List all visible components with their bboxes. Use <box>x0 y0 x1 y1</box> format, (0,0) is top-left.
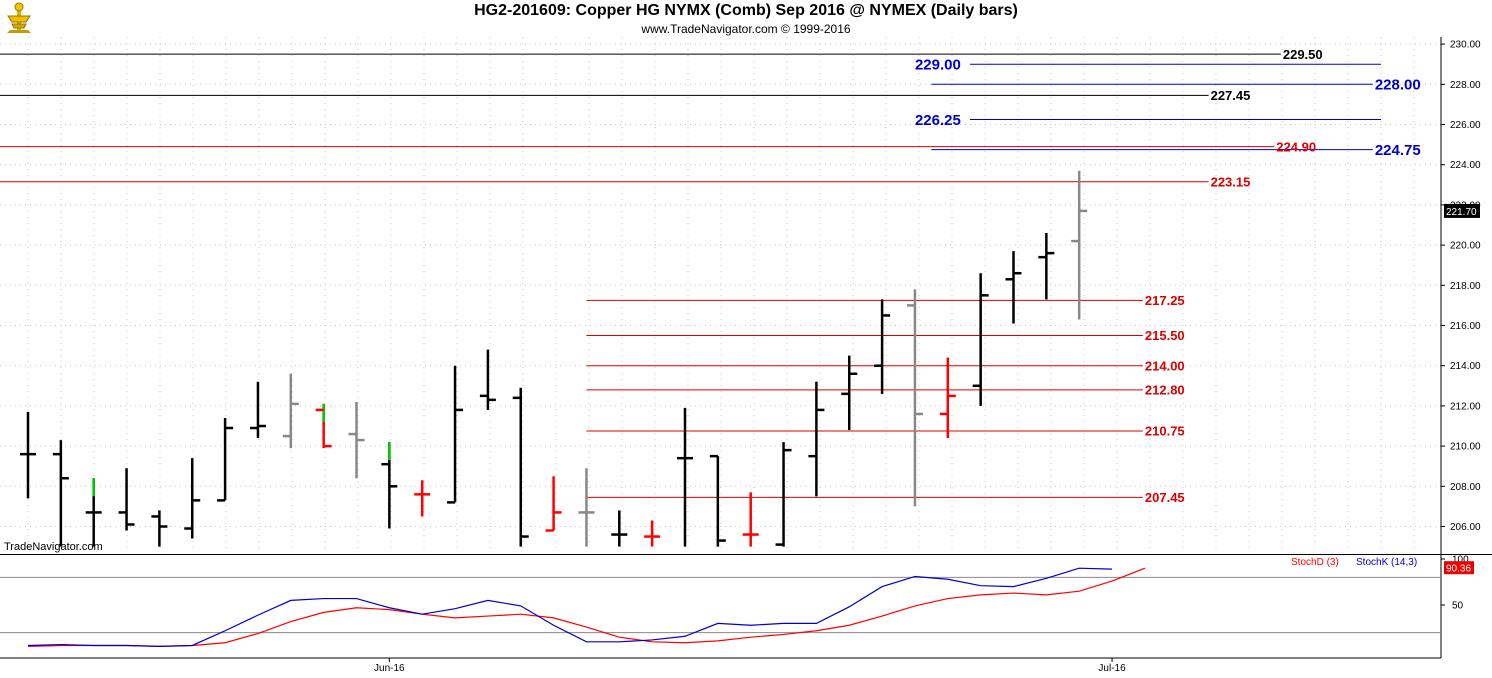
ohlc-bar <box>841 355 858 431</box>
ohlc-bar <box>644 520 661 547</box>
ohlc-bar <box>578 468 595 547</box>
axis-ticks: 230.00228.00226.00224.00222.00220.00218.… <box>4 40 1481 674</box>
level-label: 229.50 <box>1283 47 1323 62</box>
price-tick-label: 228.00 <box>1450 80 1481 91</box>
level-label: 215.50 <box>1145 328 1185 343</box>
ohlc-bar <box>939 357 956 439</box>
ohlc-bar <box>512 387 529 547</box>
stoch-tick-label: 100 <box>1452 555 1469 566</box>
price-tick-label: 224.00 <box>1450 160 1481 171</box>
trade-navigator-logo-icon <box>7 2 31 33</box>
legend-stochk: StochK (14,3) <box>1356 557 1417 568</box>
ohlc-bar <box>217 417 234 502</box>
level-label: 217.25 <box>1145 293 1185 308</box>
price-tick-label: 208.00 <box>1450 482 1481 493</box>
chart-title: HG2-201609: Copper HG NYMX (Comb) Sep 20… <box>474 2 1018 19</box>
ohlc-bar <box>348 401 365 479</box>
ohlc-bar <box>151 510 168 547</box>
ohlc-bar <box>677 407 693 547</box>
price-tick-label: 220.00 <box>1450 241 1481 252</box>
ohlc-bar <box>709 454 726 547</box>
level-label: 224.90 <box>1276 139 1316 154</box>
ohlc-bar <box>282 373 299 449</box>
price-tick-label: 206.00 <box>1450 522 1481 533</box>
last-price-label: 221.70 <box>1446 207 1477 218</box>
ohlc-bar <box>315 403 332 449</box>
chart-subtitle: www.TradeNavigator.com © 1999-2016 <box>641 22 851 36</box>
ohlc-bar <box>1005 251 1022 324</box>
price-tick-label: 216.00 <box>1450 321 1481 332</box>
ohlc-bar <box>479 349 496 410</box>
ohlc-bar <box>611 510 628 547</box>
stoch-last-value-box <box>1444 561 1474 575</box>
ohlc-bar <box>972 273 989 406</box>
stochastic-panel: 100 50 StochD (3) StochK (14,3) 90.36 <box>0 555 1474 648</box>
price-tick-label: 212.00 <box>1450 401 1481 412</box>
level-labels: 229.50 229.00 228.00 227.45 226.25 224.90 224.… <box>915 47 1421 505</box>
level-label: 227.45 <box>1211 88 1251 103</box>
price-bars <box>20 170 1088 547</box>
level-label: 228.00 <box>1375 77 1421 94</box>
level-label: 226.25 <box>915 112 961 129</box>
level-label: 212.80 <box>1145 383 1185 398</box>
chart-frame <box>0 37 1492 659</box>
ohlc-bar <box>874 299 891 394</box>
price-tick-label: 214.00 <box>1450 361 1481 372</box>
stochd-line <box>27 567 1146 648</box>
ohlc-bar <box>249 381 266 439</box>
ohlc-bar <box>1038 233 1055 300</box>
ohlc-bar <box>775 442 792 547</box>
ohlc-bar <box>1071 170 1088 320</box>
stoch-last-value-label: 90.36 <box>1446 564 1471 575</box>
ohlc-bar <box>52 440 69 547</box>
level-label: 224.75 <box>1375 142 1421 159</box>
ohlc-bar <box>545 476 562 532</box>
ohlc-bar <box>447 365 464 504</box>
price-tick-label: 226.00 <box>1450 120 1481 131</box>
level-label: 223.15 <box>1211 174 1251 189</box>
ohlc-bar <box>906 289 923 507</box>
level-label: 214.00 <box>1145 358 1185 373</box>
ohlc-bar <box>414 480 431 517</box>
ohlc-bar <box>85 478 102 547</box>
level-label: 207.45 <box>1145 490 1185 505</box>
level-label: 210.75 <box>1145 424 1185 439</box>
ohlc-bar <box>381 442 398 529</box>
ohlc-bar <box>742 492 759 547</box>
stoch-tick-label: 50 <box>1452 601 1464 612</box>
ohlc-bar <box>808 381 825 497</box>
ohlc-bar <box>20 411 36 499</box>
level-lines <box>0 53 1381 498</box>
x-tick-label: Jul-16 <box>1098 663 1126 674</box>
ohlc-bar <box>184 458 201 539</box>
ohlc-bar <box>118 468 135 531</box>
level-label: 229.00 <box>915 57 961 74</box>
price-tick-label: 230.00 <box>1450 40 1481 51</box>
stochk-line <box>27 567 1113 648</box>
grid-lines <box>0 37 1441 553</box>
x-tick-label: Jun-16 <box>374 663 405 674</box>
legend-stochd: StochD (3) <box>1291 557 1339 568</box>
watermark-text: TradeNavigator.com <box>4 541 103 553</box>
price-tick-label: 218.00 <box>1450 281 1481 292</box>
price-tick-label: 210.00 <box>1450 442 1481 453</box>
last-price-box <box>1444 203 1480 218</box>
